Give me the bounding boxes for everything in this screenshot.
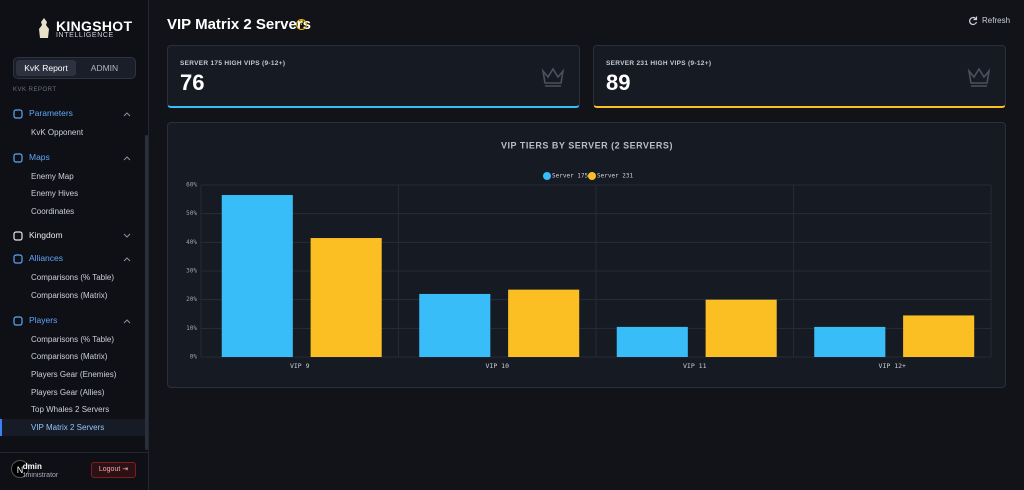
nav-icon	[13, 152, 23, 163]
legend-label: Server 231	[597, 173, 634, 180]
nav-item[interactable]: Top Whales 2 Servers	[31, 405, 110, 415]
nav-item[interactable]: VIP Matrix 2 Servers	[31, 423, 105, 433]
stat-card: SERVER 231 HIGH VIPS (9-12+) 89	[593, 45, 1006, 108]
nav-icon	[13, 109, 23, 119]
user-name-text: Admin	[23, 462, 42, 471]
page-title: VIP Matrix 2 Servers	[167, 16, 311, 33]
section-label: KVK REPORT	[13, 87, 57, 93]
tabs: KvK Report ADMIN	[13, 57, 136, 79]
card-value: 76	[180, 70, 205, 95]
y-tick-label: 0%	[190, 354, 198, 361]
tab[interactable]: KvK Report	[16, 60, 76, 76]
nav-group[interactable]: Alliances	[29, 253, 64, 264]
card-value: 89	[606, 70, 631, 95]
logo-title: KINGSHOT	[56, 18, 133, 34]
chevron	[123, 234, 131, 239]
legend-swatch	[588, 172, 596, 180]
crown-icon	[967, 67, 991, 87]
legend-label: Server 175	[552, 173, 589, 180]
logo-subtitle: INTELLIGENCE	[56, 32, 114, 39]
nav-icon	[13, 231, 23, 241]
user-name: Admin	[23, 462, 63, 471]
chevron	[123, 318, 131, 323]
active-item-bg	[0, 419, 145, 437]
x-tick-label: VIP 10	[486, 362, 510, 370]
nav-item[interactable]: Players Gear (Enemies)	[31, 370, 117, 379]
nav-item[interactable]: Enemy Hives	[31, 189, 79, 199]
chart-title: VIP TIERS BY SERVER (2 SERVERS)	[501, 140, 673, 150]
footer	[0, 452, 148, 490]
nav-item[interactable]: Players Gear (Allies)	[31, 387, 105, 397]
help-icon[interactable]: ?	[296, 19, 307, 30]
y-tick-label: 30%	[186, 268, 197, 275]
card-label: SERVER 175 HIGH VIPS (9-12+)	[180, 60, 286, 67]
bar	[903, 315, 975, 357]
y-tick-label: 40%	[186, 239, 197, 246]
chart-card: VIP TIERS BY SERVER (2 SERVERS) 0% 10% 20%…	[167, 122, 1006, 388]
chevron	[123, 155, 131, 160]
y-tick-label: 50%	[186, 210, 197, 217]
nav-item[interactable]: Comparisons (Matrix)	[31, 291, 108, 301]
legend-swatch	[543, 172, 551, 180]
nav-item[interactable]: Comparisons (% Table)	[31, 334, 114, 344]
logout-label: Logout	[98, 466, 121, 473]
bar	[616, 326, 688, 357]
avatar: N	[11, 460, 29, 478]
tab[interactable]: ADMIN	[90, 63, 119, 73]
user-role-text: Administrator	[23, 472, 59, 479]
crown-icon	[541, 67, 565, 87]
user-role: Administrator	[23, 472, 83, 479]
chevron	[123, 112, 131, 117]
bar	[221, 195, 293, 357]
chart: VIP TIERS BY SERVER (2 SERVERS) 0% 10% 20%…	[186, 140, 992, 370]
sidebar: KINGSHOT INTELLIGENCE KvK Report ADMIN K…	[0, 0, 149, 490]
x-tick-label: VIP 12+	[879, 362, 906, 370]
bar	[310, 238, 382, 357]
logo-icon	[39, 18, 49, 38]
card-label: SERVER 231 HIGH VIPS (9-12+)	[606, 60, 712, 67]
bar	[705, 299, 777, 357]
nav-icon	[13, 315, 23, 326]
nav-item[interactable]: Coordinates	[31, 206, 75, 216]
refresh-icon	[969, 16, 978, 26]
x-tick-label: VIP 9	[290, 362, 310, 370]
nav-item[interactable]: KvK Opponent	[31, 128, 84, 137]
nav-group[interactable]: Maps	[29, 151, 50, 162]
chevron	[123, 257, 131, 262]
x-tick-label: VIP 11	[683, 362, 707, 370]
y-tick-label: 10%	[186, 325, 197, 332]
y-tick-label: 60%	[186, 182, 197, 189]
refresh-button[interactable]: Refresh	[982, 16, 1011, 25]
y-tick-label: 20%	[186, 296, 197, 303]
stat-card: SERVER 175 HIGH VIPS (9-12+) 76	[167, 45, 580, 108]
bar	[419, 293, 491, 357]
nav-item[interactable]: Enemy Map	[31, 171, 74, 181]
nav-group[interactable]: Parameters	[29, 108, 73, 118]
nav-icon	[13, 254, 23, 264]
nav-group[interactable]: Players	[29, 314, 58, 325]
bar	[814, 326, 886, 357]
nav-group[interactable]: Kingdom	[29, 230, 63, 241]
nav-item[interactable]: Comparisons (Matrix)	[31, 352, 108, 362]
logout-button[interactable]: Logout ⇥	[91, 462, 136, 478]
nav-item[interactable]: Comparisons (% Table)	[31, 273, 114, 283]
scrollbar	[145, 135, 148, 450]
bar	[508, 289, 580, 357]
